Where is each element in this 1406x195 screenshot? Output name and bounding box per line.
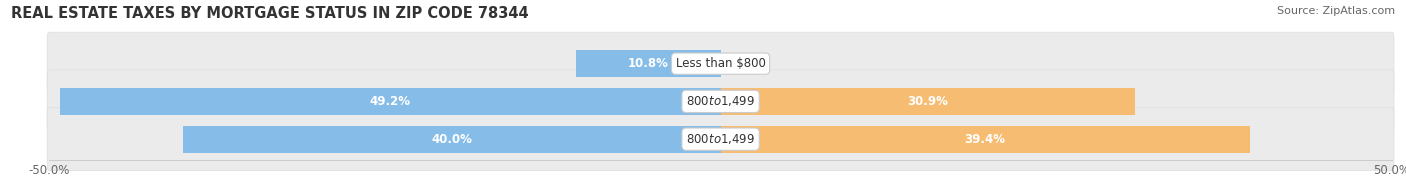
FancyBboxPatch shape — [48, 108, 1393, 171]
Text: Less than $800: Less than $800 — [676, 57, 765, 70]
Bar — [575, 50, 721, 77]
Text: Source: ZipAtlas.com: Source: ZipAtlas.com — [1277, 6, 1395, 16]
Bar — [60, 88, 721, 115]
FancyBboxPatch shape — [48, 32, 1393, 95]
Text: 30.9%: 30.9% — [908, 95, 949, 108]
Bar — [721, 126, 1250, 153]
Text: $800 to $1,499: $800 to $1,499 — [686, 94, 755, 108]
Text: 39.4%: 39.4% — [965, 133, 1005, 146]
Text: 0.0%: 0.0% — [731, 57, 761, 70]
FancyBboxPatch shape — [48, 70, 1393, 133]
Text: REAL ESTATE TAXES BY MORTGAGE STATUS IN ZIP CODE 78344: REAL ESTATE TAXES BY MORTGAGE STATUS IN … — [11, 6, 529, 21]
Bar — [184, 126, 721, 153]
Text: 10.8%: 10.8% — [627, 57, 668, 70]
Text: 49.2%: 49.2% — [370, 95, 411, 108]
Text: $800 to $1,499: $800 to $1,499 — [686, 132, 755, 146]
Text: 40.0%: 40.0% — [432, 133, 472, 146]
Bar — [721, 88, 1136, 115]
